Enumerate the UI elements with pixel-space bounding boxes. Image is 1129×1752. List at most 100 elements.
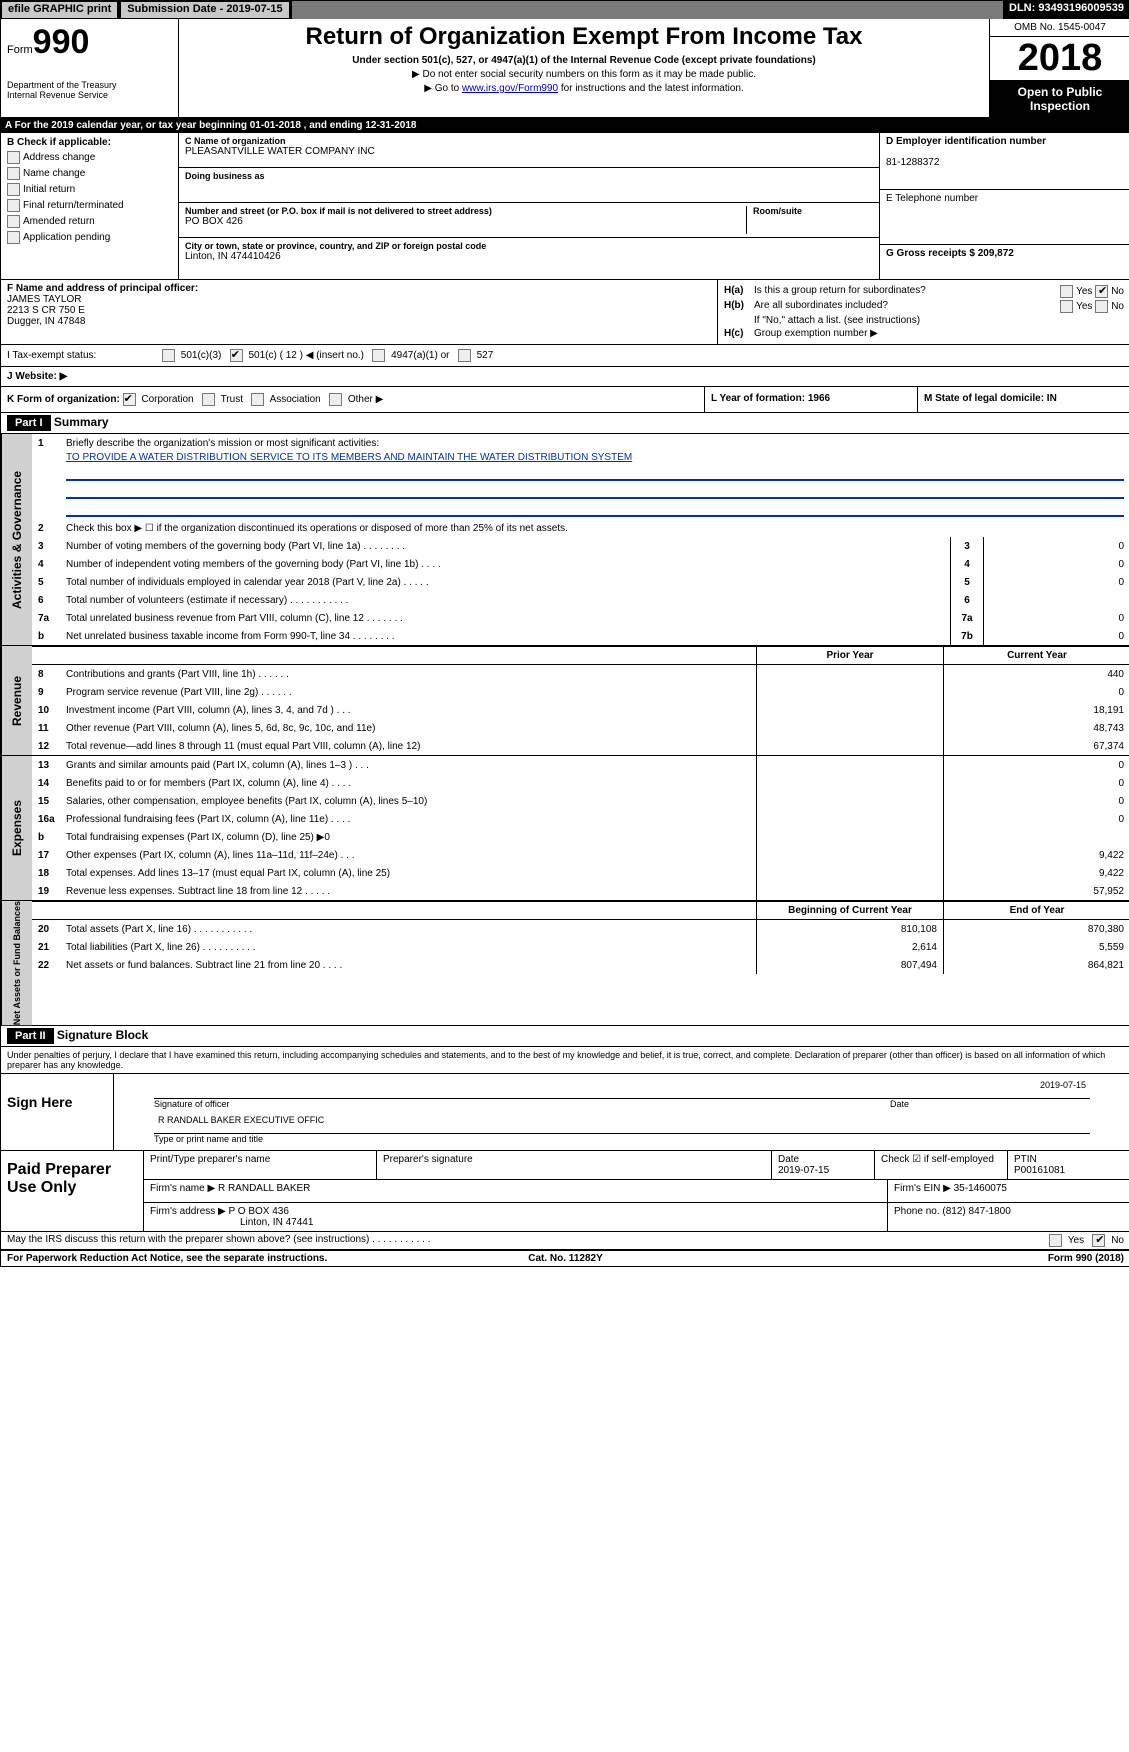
current-value: 57,952 (943, 882, 1129, 900)
checkbox-icon[interactable] (162, 349, 175, 362)
line-text: Number of voting members of the governin… (66, 539, 950, 554)
checkbox-icon[interactable] (458, 349, 471, 362)
section-expenses: Expenses 13Grants and similar amounts pa… (1, 755, 1129, 900)
line-row: 22Net assets or fund balances. Subtract … (32, 956, 1129, 974)
current-value: 870,380 (943, 920, 1129, 938)
current-value: 0 (943, 810, 1129, 828)
hc-text: Group exemption number ▶ (754, 328, 1124, 339)
line-2-text: Check this box ▶ ☐ if the organization d… (66, 521, 1129, 536)
col-beg-year: Beginning of Current Year (756, 902, 943, 919)
h-group-return: H(a) Is this a group return for subordin… (718, 280, 1129, 344)
preparer-content: Print/Type preparer's name Preparer's si… (144, 1151, 1129, 1231)
checkbox-icon[interactable] (1060, 300, 1073, 313)
line-text: Other expenses (Part IX, column (A), lin… (66, 848, 756, 863)
line-key: 3 (950, 537, 984, 555)
line-text: Contributions and grants (Part VIII, lin… (66, 667, 756, 682)
vert-net-assets: Net Assets or Fund Balances (1, 901, 32, 1025)
hb-row: H(b) Are all subordinates included? Yes … (724, 300, 1124, 313)
checkbox-checked-icon[interactable] (1095, 285, 1108, 298)
chk-pending[interactable]: Application pending (7, 231, 172, 244)
firm-addr1: P O BOX 436 (229, 1206, 289, 1217)
line-key: 4 (950, 555, 984, 573)
line-row: 19Revenue less expenses. Subtract line 1… (32, 882, 1129, 900)
line-text: Program service revenue (Part VIII, line… (66, 685, 756, 700)
ein-cell: D Employer identification number 81-1288… (880, 133, 1129, 190)
rev-col-header: Prior Year Current Year (32, 646, 1129, 665)
line-text: Total revenue—add lines 8 through 11 (mu… (66, 739, 756, 754)
sign-content: 2019-07-15 Signature of officer Date R R… (114, 1074, 1129, 1150)
line-text: Professional fundraising fees (Part IX, … (66, 812, 756, 827)
firm-addr2: Linton, IN 47441 (240, 1217, 313, 1228)
paid-preparer-row: Paid Preparer Use Only Print/Type prepar… (1, 1150, 1129, 1231)
checkbox-icon (7, 151, 20, 164)
prior-value (756, 701, 943, 719)
checkbox-icon[interactable] (372, 349, 385, 362)
checkbox-icon (7, 215, 20, 228)
no-label: No (1111, 1235, 1124, 1246)
line-num: 11 (32, 723, 66, 734)
gov-lines: 3Number of voting members of the governi… (32, 537, 1129, 645)
prior-value (756, 774, 943, 792)
dept-treasury: Department of the Treasury (7, 80, 172, 90)
line-value: 0 (984, 573, 1129, 591)
form990-link[interactable]: www.irs.gov/Form990 (462, 83, 558, 94)
line-text: Total unrelated business revenue from Pa… (66, 611, 950, 626)
line-key: 6 (950, 591, 984, 609)
line-num: 13 (32, 760, 66, 771)
mission-line (66, 465, 1124, 481)
row-i-tax-exempt: I Tax-exempt status: 501(c)(3) 501(c) ( … (1, 345, 1129, 367)
chk-label: Application pending (23, 232, 110, 243)
line-2: 2 Check this box ▶ ☐ if the organization… (32, 519, 1129, 537)
opt-trust: Trust (221, 394, 243, 405)
col-end-year: End of Year (943, 902, 1129, 919)
current-value: 0 (943, 683, 1129, 701)
prior-value (756, 719, 943, 737)
line-num: 22 (32, 960, 66, 971)
officer-addr1: 2213 S CR 750 E (7, 305, 711, 316)
ha-answer: Yes No (1014, 285, 1124, 298)
checkbox-icon[interactable] (329, 393, 342, 406)
checkbox-checked-icon[interactable] (123, 393, 136, 406)
chk-final-return[interactable]: Final return/terminated (7, 199, 172, 212)
line-row: 5Total number of individuals employed in… (32, 573, 1129, 591)
prior-value (756, 810, 943, 828)
opt-corp: Corporation (141, 394, 193, 405)
chk-name-change[interactable]: Name change (7, 167, 172, 180)
line-text: Total number of volunteers (estimate if … (66, 593, 950, 608)
line-num: 20 (32, 924, 66, 935)
checkbox-icon[interactable] (202, 393, 215, 406)
line-num: 6 (32, 595, 66, 606)
hb-text: Are all subordinates included? (754, 300, 1014, 313)
firm-addr-cell: Firm's address ▶ P O BOX 436 Linton, IN … (144, 1203, 888, 1231)
checkbox-checked-icon[interactable] (230, 349, 243, 362)
chk-initial-return[interactable]: Initial return (7, 183, 172, 196)
part-2-title-row: Part II Signature Block (1, 1025, 1129, 1047)
discuss-text: May the IRS discuss this return with the… (7, 1234, 964, 1247)
part-1-title: Summary (54, 415, 109, 429)
checkbox-icon[interactable] (251, 393, 264, 406)
hb-note-row: If "No," attach a list. (see instruction… (724, 315, 1124, 326)
line-num: 5 (32, 577, 66, 588)
current-value: 9,422 (943, 846, 1129, 864)
efile-button[interactable]: efile GRAPHIC print (1, 1, 118, 19)
current-value: 5,559 (943, 938, 1129, 956)
checkbox-checked-icon[interactable] (1092, 1234, 1105, 1247)
line-value (984, 591, 1129, 609)
hb-answer: Yes No (1014, 300, 1124, 313)
checkbox-icon[interactable] (1049, 1234, 1062, 1247)
note-2: ▶ Go to www.irs.gov/Form990 for instruct… (185, 83, 983, 94)
submission-date-button[interactable]: Submission Date - 2019-07-15 (120, 1, 289, 19)
section-revenue: Revenue Prior Year Current Year 8Contrib… (1, 645, 1129, 755)
note-1: ▶ Do not enter social security numbers o… (185, 69, 983, 80)
chk-amended[interactable]: Amended return (7, 215, 172, 228)
line-value: 0 (984, 627, 1129, 645)
checkbox-icon[interactable] (1060, 285, 1073, 298)
line-key: 7a (950, 609, 984, 627)
checkbox-icon (7, 231, 20, 244)
checkbox-icon[interactable] (1095, 300, 1108, 313)
hc-label: H(c) (724, 328, 754, 339)
dba-cell: Doing business as (179, 168, 879, 203)
chk-address-change[interactable]: Address change (7, 151, 172, 164)
chk-label: Address change (23, 152, 95, 163)
line-value: 0 (984, 537, 1129, 555)
